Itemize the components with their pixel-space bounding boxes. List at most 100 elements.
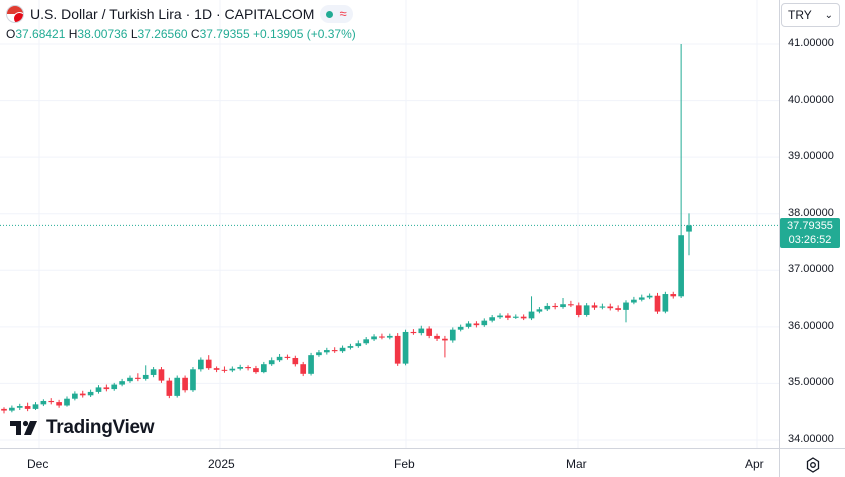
candle-body[interactable] <box>119 381 125 385</box>
candle-body[interactable] <box>253 368 259 373</box>
candle-body[interactable] <box>434 335 440 339</box>
candle-body[interactable] <box>213 368 220 370</box>
candle-body[interactable] <box>473 323 480 326</box>
candle-body[interactable] <box>1 408 7 411</box>
candle-body[interactable] <box>174 377 181 396</box>
candle-body[interactable] <box>260 364 267 373</box>
candle-body[interactable] <box>95 387 102 392</box>
candle-body[interactable] <box>371 336 377 340</box>
candle-body[interactable] <box>505 315 511 318</box>
tradingview-logo[interactable]: TradingView <box>10 417 155 439</box>
candle-body[interactable] <box>9 407 15 411</box>
candle-body[interactable] <box>103 387 110 390</box>
candle-body[interactable] <box>442 338 448 341</box>
candle-body[interactable] <box>607 306 614 309</box>
candle-body[interactable] <box>418 328 425 334</box>
candle-body[interactable] <box>599 306 606 308</box>
candle-body[interactable] <box>497 315 503 318</box>
candle-body[interactable] <box>426 328 433 336</box>
candle-body[interactable] <box>158 369 165 381</box>
candle-body[interactable] <box>135 377 141 379</box>
candle-body[interactable] <box>615 308 621 310</box>
ohlc-values: O37.68421 H38.00736 L37.26560 C37.79355 … <box>6 27 356 41</box>
candle-body[interactable] <box>142 374 149 379</box>
candle-body[interactable] <box>638 297 645 300</box>
candle-body[interactable] <box>355 343 362 347</box>
candle-body[interactable] <box>465 323 472 327</box>
candle-body[interactable] <box>268 360 275 365</box>
candle-body[interactable] <box>87 391 94 396</box>
x-tick-label: Dec <box>27 457 49 471</box>
candle-body[interactable] <box>402 331 409 364</box>
y-tick-label: 37.00000 <box>788 263 834 276</box>
candle-body[interactable] <box>198 359 204 370</box>
symbol-legend: U.S. Dollar / Turkish Lira · 1D · CAPITA… <box>6 5 353 23</box>
candle-body[interactable] <box>276 356 283 361</box>
candle-body[interactable] <box>221 369 228 371</box>
settings-icon[interactable] <box>803 455 823 475</box>
candle-body[interactable] <box>308 355 314 374</box>
candle-body[interactable] <box>166 380 173 396</box>
candle-body[interactable] <box>64 398 70 406</box>
candle-body[interactable] <box>150 369 157 375</box>
candle-body[interactable] <box>449 329 456 341</box>
candle-body[interactable] <box>568 304 574 306</box>
candle-body[interactable] <box>331 350 338 352</box>
candle-body[interactable] <box>512 316 519 318</box>
candle-body[interactable] <box>229 368 236 371</box>
candle-body[interactable] <box>347 346 354 348</box>
candle-body[interactable] <box>48 400 55 403</box>
candle-body[interactable] <box>520 316 527 319</box>
symbol-title[interactable]: U.S. Dollar / Turkish Lira · 1D · CAPITA… <box>30 6 315 22</box>
candle-body[interactable] <box>127 377 133 382</box>
candle-body[interactable] <box>552 305 558 308</box>
candle-body[interactable] <box>379 336 385 338</box>
candle-body[interactable] <box>560 304 566 308</box>
candle-body[interactable] <box>544 305 551 310</box>
candle-body[interactable] <box>16 406 23 408</box>
candle-body[interactable] <box>662 294 669 312</box>
candle-body[interactable] <box>623 302 629 310</box>
candle-body[interactable] <box>339 347 346 352</box>
candle-body[interactable] <box>40 400 47 405</box>
candle-body[interactable] <box>591 305 598 308</box>
candle-body[interactable] <box>32 404 39 409</box>
candle-body[interactable] <box>646 295 653 298</box>
candle-body[interactable] <box>528 311 535 319</box>
candle-body[interactable] <box>56 402 62 406</box>
candle-body[interactable] <box>284 356 291 358</box>
candle-body[interactable] <box>323 350 330 353</box>
currency-select[interactable]: TRY ⌄ <box>781 3 840 27</box>
candle-body[interactable] <box>410 331 417 334</box>
candle-body[interactable] <box>386 335 393 338</box>
candle-body[interactable] <box>457 326 464 330</box>
candle-body[interactable] <box>316 352 322 356</box>
candle-body[interactable] <box>300 364 307 374</box>
candle-body[interactable] <box>205 359 212 369</box>
y-tick-label: 35.00000 <box>788 376 834 389</box>
candle-body[interactable] <box>72 393 78 399</box>
candle-body[interactable] <box>678 235 684 297</box>
candle-body[interactable] <box>24 406 31 409</box>
candle-body[interactable] <box>575 305 582 315</box>
candle-body[interactable] <box>237 367 244 369</box>
candle-body[interactable] <box>654 295 661 312</box>
candle-body[interactable] <box>190 369 196 391</box>
candle-body[interactable] <box>489 317 495 321</box>
candle-body[interactable] <box>111 384 118 390</box>
candle-body[interactable] <box>79 393 86 396</box>
candle-body[interactable] <box>481 320 488 326</box>
candle-body[interactable] <box>670 294 677 297</box>
market-status-pill[interactable]: ≈ <box>320 5 353 23</box>
candle-body[interactable] <box>536 309 543 312</box>
candle-body[interactable] <box>686 225 692 232</box>
candle-body[interactable] <box>245 367 251 369</box>
candle-body[interactable] <box>182 377 188 391</box>
candle-body[interactable] <box>292 357 299 365</box>
usd-try-flag-icon <box>6 5 24 23</box>
candle-body[interactable] <box>583 305 590 315</box>
candle-body[interactable] <box>363 339 370 344</box>
candle-body[interactable] <box>631 299 637 303</box>
candle-body[interactable] <box>394 335 401 364</box>
